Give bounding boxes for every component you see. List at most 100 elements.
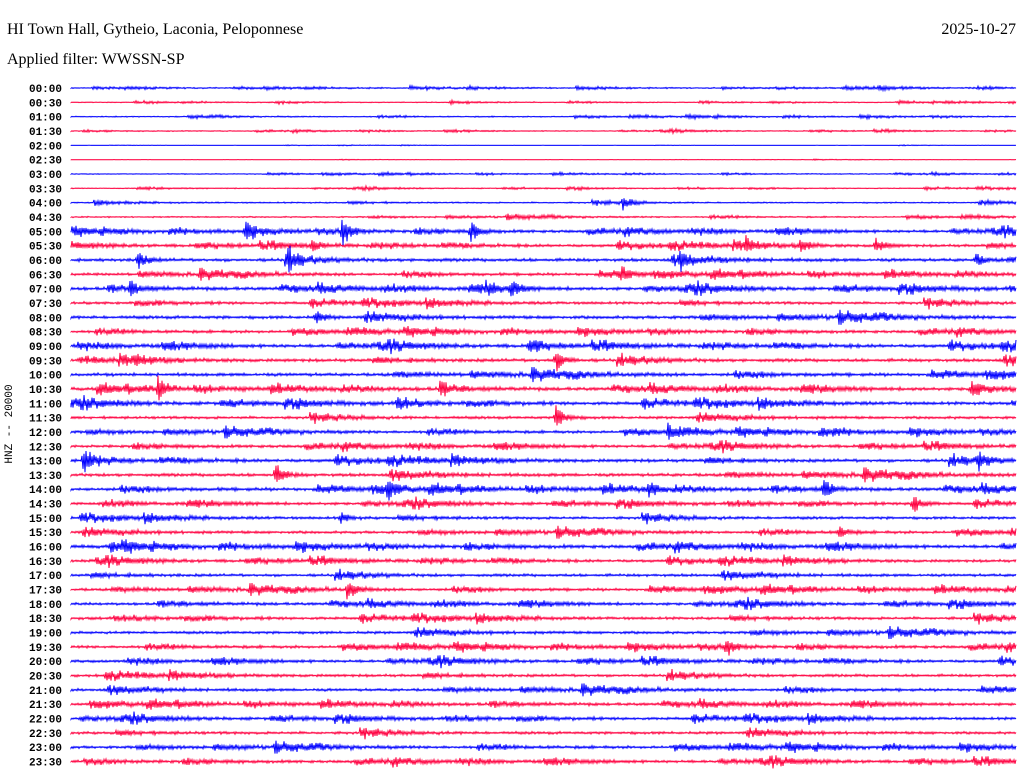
time-label: 11:30 bbox=[29, 414, 62, 426]
time-label: 23:30 bbox=[29, 758, 62, 770]
station-title: HI Town Hall, Gytheio, Laconia, Peloponn… bbox=[7, 21, 304, 38]
filter-label: Applied filter: WWSSN-SP bbox=[7, 51, 185, 68]
trace-row-0800 bbox=[70, 309, 1017, 325]
time-label: 20:00 bbox=[29, 657, 62, 669]
time-label: 02:00 bbox=[29, 141, 62, 153]
trace-row-0030 bbox=[70, 98, 1017, 107]
trace-row-1530 bbox=[70, 525, 1017, 539]
time-label: 21:30 bbox=[29, 700, 62, 712]
time-label: 16:30 bbox=[29, 557, 62, 569]
trace-row-1930 bbox=[70, 640, 1017, 656]
trace-row-2100 bbox=[70, 683, 1017, 697]
time-label: 01:00 bbox=[29, 113, 62, 125]
time-label: 06:00 bbox=[29, 256, 62, 268]
time-label: 06:30 bbox=[29, 270, 62, 282]
time-label: 04:30 bbox=[29, 213, 62, 225]
time-label: 10:30 bbox=[29, 385, 62, 397]
trace-row-1100 bbox=[70, 395, 1017, 411]
time-label: 03:00 bbox=[29, 170, 62, 182]
trace-row-2030 bbox=[70, 669, 1017, 682]
trace-row-1900 bbox=[70, 626, 1017, 640]
trace-row-1830 bbox=[70, 612, 1017, 625]
time-label: 05:30 bbox=[29, 242, 62, 254]
time-label: 08:30 bbox=[29, 328, 62, 340]
trace-row-1030 bbox=[70, 375, 1017, 401]
trace-row-0130 bbox=[70, 127, 1017, 136]
trace-row-1300 bbox=[70, 450, 1017, 473]
trace-row-2200 bbox=[70, 711, 1017, 725]
trace-row-2130 bbox=[70, 698, 1017, 710]
time-label: 12:00 bbox=[29, 428, 62, 440]
time-label: 16:00 bbox=[29, 543, 62, 555]
time-label: 22:30 bbox=[29, 729, 62, 741]
trace-row-0530 bbox=[70, 235, 1017, 252]
time-label: 13:30 bbox=[29, 471, 62, 483]
trace-row-1630 bbox=[70, 554, 1017, 568]
time-label: 09:00 bbox=[29, 342, 62, 354]
time-label: 19:30 bbox=[29, 643, 62, 655]
time-label: 23:00 bbox=[29, 743, 62, 755]
trace-row-0200 bbox=[70, 143, 1017, 147]
trace-row-1130 bbox=[70, 405, 1017, 426]
time-label: 07:00 bbox=[29, 285, 62, 297]
time-label: 14:30 bbox=[29, 500, 62, 512]
trace-row-1200 bbox=[70, 422, 1017, 440]
trace-row-2000 bbox=[70, 654, 1017, 669]
time-label: 08:00 bbox=[29, 313, 62, 325]
trace-row-0500 bbox=[70, 219, 1017, 246]
time-label: 20:30 bbox=[29, 672, 62, 684]
time-label: 13:00 bbox=[29, 457, 62, 469]
trace-row-0330 bbox=[70, 184, 1017, 193]
trace-row-0900 bbox=[70, 338, 1017, 355]
time-label: 15:00 bbox=[29, 514, 62, 526]
time-label: 09:30 bbox=[29, 356, 62, 368]
time-label: 02:30 bbox=[29, 156, 62, 168]
time-label: 18:30 bbox=[29, 614, 62, 626]
trace-row-0830 bbox=[70, 326, 1017, 338]
trace-row-1800 bbox=[70, 596, 1017, 611]
time-label: 22:00 bbox=[29, 715, 62, 727]
time-label: 15:30 bbox=[29, 528, 62, 540]
time-label: 18:00 bbox=[29, 600, 62, 612]
date-label: 2025-10-27 bbox=[941, 21, 1016, 38]
trace-row-0300 bbox=[70, 170, 1017, 178]
trace-row-0600 bbox=[70, 245, 1017, 273]
time-label: 00:30 bbox=[29, 98, 62, 110]
time-label: 07:30 bbox=[29, 299, 62, 311]
trace-row-1000 bbox=[70, 367, 1017, 383]
trace-row-0400 bbox=[70, 198, 1017, 211]
trace-row-1600 bbox=[70, 539, 1017, 554]
trace-row-0230 bbox=[70, 158, 1017, 162]
time-label: 11:00 bbox=[29, 399, 62, 411]
trace-row-1400 bbox=[70, 480, 1017, 501]
time-label: 12:30 bbox=[29, 442, 62, 454]
trace-row-2300 bbox=[70, 740, 1017, 754]
trace-row-1430 bbox=[70, 496, 1017, 512]
trace-row-1700 bbox=[70, 568, 1017, 581]
time-label: 14:00 bbox=[29, 485, 62, 497]
time-label: 03:30 bbox=[29, 184, 62, 196]
trace-row-0730 bbox=[70, 297, 1017, 310]
trace-row-1730 bbox=[70, 583, 1017, 600]
trace-row-1330 bbox=[70, 465, 1017, 483]
trace-row-0100 bbox=[70, 112, 1017, 121]
trace-row-1500 bbox=[70, 512, 1017, 525]
trace-row-2230 bbox=[70, 727, 1017, 740]
time-label: 17:30 bbox=[29, 586, 62, 598]
trace-row-1230 bbox=[70, 439, 1017, 454]
time-label: 04:00 bbox=[29, 199, 62, 211]
trace-row-0930 bbox=[70, 352, 1017, 372]
time-label: 01:30 bbox=[29, 127, 62, 139]
time-label: 17:00 bbox=[29, 571, 62, 583]
trace-row-0630 bbox=[70, 266, 1017, 281]
trace-row-0430 bbox=[70, 212, 1017, 222]
trace-row-0700 bbox=[70, 279, 1017, 297]
time-label: 19:00 bbox=[29, 629, 62, 641]
time-label: 21:00 bbox=[29, 686, 62, 698]
time-label: 00:00 bbox=[29, 84, 62, 96]
time-label: 10:00 bbox=[29, 371, 62, 383]
trace-row-0000 bbox=[70, 83, 1017, 93]
trace-row-2330 bbox=[70, 755, 1017, 769]
time-label: 05:00 bbox=[29, 227, 62, 239]
